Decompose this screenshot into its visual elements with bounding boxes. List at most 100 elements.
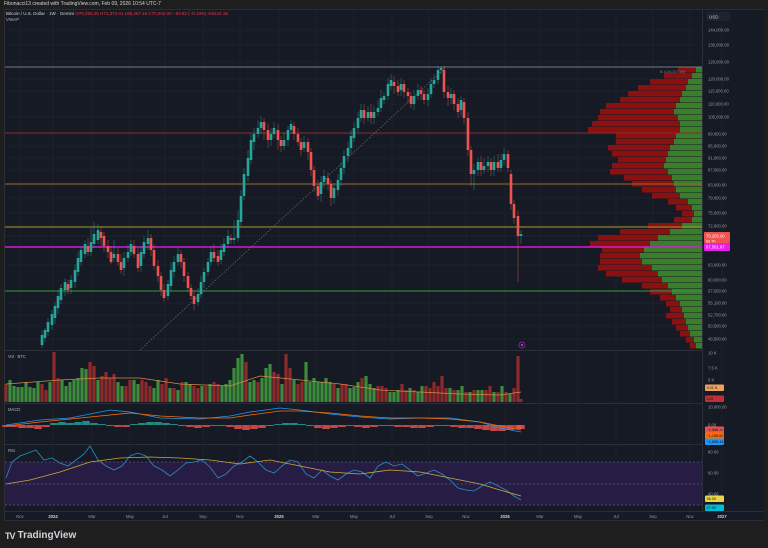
volume-bar	[284, 354, 288, 402]
macd-hist-bar	[162, 423, 170, 425]
vp-bar-up	[694, 337, 702, 343]
candle-body	[342, 156, 346, 168]
candle-body	[312, 170, 316, 186]
candle-body	[429, 84, 433, 94]
candle-body	[259, 122, 263, 128]
vp-bar-up	[652, 265, 702, 271]
tradingview-logo[interactable]: TV TradingView	[5, 530, 76, 541]
fib-b-label: B (126,327.59)	[660, 70, 686, 74]
volume-bar	[428, 388, 432, 402]
vp-bar-down	[642, 187, 676, 193]
volume-bar	[464, 392, 468, 402]
candle-body	[222, 244, 226, 252]
rsi-value-badge	[705, 504, 724, 511]
volume-bar	[304, 362, 308, 402]
volume-bar	[148, 386, 152, 402]
symbol-name[interactable]: Bitcoin / U.S. Dollar · 1W · Gemini	[6, 11, 75, 16]
volume-bar	[344, 384, 348, 402]
volume-bar	[4, 384, 8, 402]
volume-bar	[368, 384, 372, 402]
macd-hist-bar	[426, 425, 434, 427]
time-axis[interactable]	[5, 511, 764, 520]
macd-value-badge	[705, 426, 724, 433]
volume-bar	[396, 390, 400, 402]
tradingview-brand: TradingView	[17, 530, 77, 541]
volume-bar	[216, 384, 220, 402]
candle-body	[206, 262, 210, 272]
replay-target-icon[interactable]	[518, 341, 526, 349]
rsi-pane-label[interactable]: RSI	[8, 448, 15, 453]
currency-label-box[interactable]	[706, 12, 730, 21]
volume-bar	[56, 378, 60, 402]
macd-hist-bar	[106, 425, 114, 426]
volume-bar	[456, 390, 460, 402]
macd-hist-bar	[42, 425, 50, 427]
indicator-vwap-label[interactable]: VWAP	[6, 17, 20, 22]
volume-bar	[440, 376, 444, 402]
candle-body	[43, 330, 47, 338]
vp-bar-up	[692, 217, 702, 223]
macd-hist-bar	[386, 425, 394, 426]
rsi-band	[5, 462, 702, 505]
macd-hist-bar	[194, 425, 202, 428]
vp-bar-up	[674, 139, 702, 145]
vwap-price-badge[interactable]	[704, 243, 730, 251]
volume-bar	[204, 386, 208, 402]
vp-bar-down	[686, 337, 694, 343]
volume-bar	[252, 380, 256, 402]
last-price-badge[interactable]	[704, 232, 730, 243]
vp-bar-up	[670, 145, 702, 151]
candle-body	[409, 96, 413, 104]
candle-body	[449, 94, 453, 98]
vp-bar-down	[660, 295, 676, 301]
macd-line	[5, 407, 522, 433]
candle-body	[406, 92, 410, 96]
volume-bar	[212, 382, 216, 402]
volume-bar	[76, 378, 80, 402]
ohlc-open: O70,292.25	[75, 11, 99, 16]
candle-body	[73, 270, 77, 282]
price-tick-label: 105,000.00	[708, 115, 730, 120]
candle-body	[476, 162, 480, 170]
candle-body	[69, 280, 73, 288]
time-tick-label: Nov	[462, 514, 470, 519]
macd-pane[interactable]	[5, 404, 702, 444]
volume-bar	[88, 362, 92, 402]
vp-bar-up	[692, 73, 702, 79]
volume-bar	[228, 380, 232, 402]
candle-body	[492, 162, 496, 170]
macd-hist-bar	[517, 425, 525, 429]
price-tick-label: 50,500.00	[708, 324, 727, 329]
candle-body	[146, 238, 150, 244]
volume-bar	[320, 382, 324, 402]
candle-body	[302, 142, 306, 148]
candle-body	[296, 134, 300, 142]
macd-hist-bar	[74, 422, 82, 425]
candle-body	[83, 244, 87, 254]
macd-pane-label[interactable]: MACD	[8, 407, 20, 412]
volume-bar	[372, 388, 376, 402]
volume-bar	[388, 392, 392, 402]
candle-body	[162, 290, 166, 298]
price-tick-label: 87,000.00	[708, 168, 727, 173]
vp-bar-down	[612, 163, 664, 169]
candle-body	[442, 70, 446, 92]
time-tick-label: May	[574, 514, 583, 519]
volume-bar	[472, 390, 476, 402]
vp-bar-down	[600, 109, 674, 115]
volume-bar	[416, 392, 420, 402]
volume-value-text: 3.01 K	[707, 386, 718, 390]
candle-body	[126, 252, 130, 258]
rsi-line	[5, 445, 522, 501]
time-tick-label: Nov	[16, 514, 24, 519]
rsi-value-text: 36.29	[707, 497, 717, 501]
fib-trendline[interactable]	[139, 67, 446, 351]
candle-body	[142, 242, 146, 254]
vp-bar-up	[658, 235, 702, 241]
price-tick-label: 63,000.00	[708, 263, 727, 268]
vp-bar-down	[628, 91, 682, 97]
price-pane[interactable]	[5, 10, 702, 350]
volume-pane-label[interactable]: Vol · BTC	[8, 354, 26, 359]
candle-body	[292, 126, 296, 134]
